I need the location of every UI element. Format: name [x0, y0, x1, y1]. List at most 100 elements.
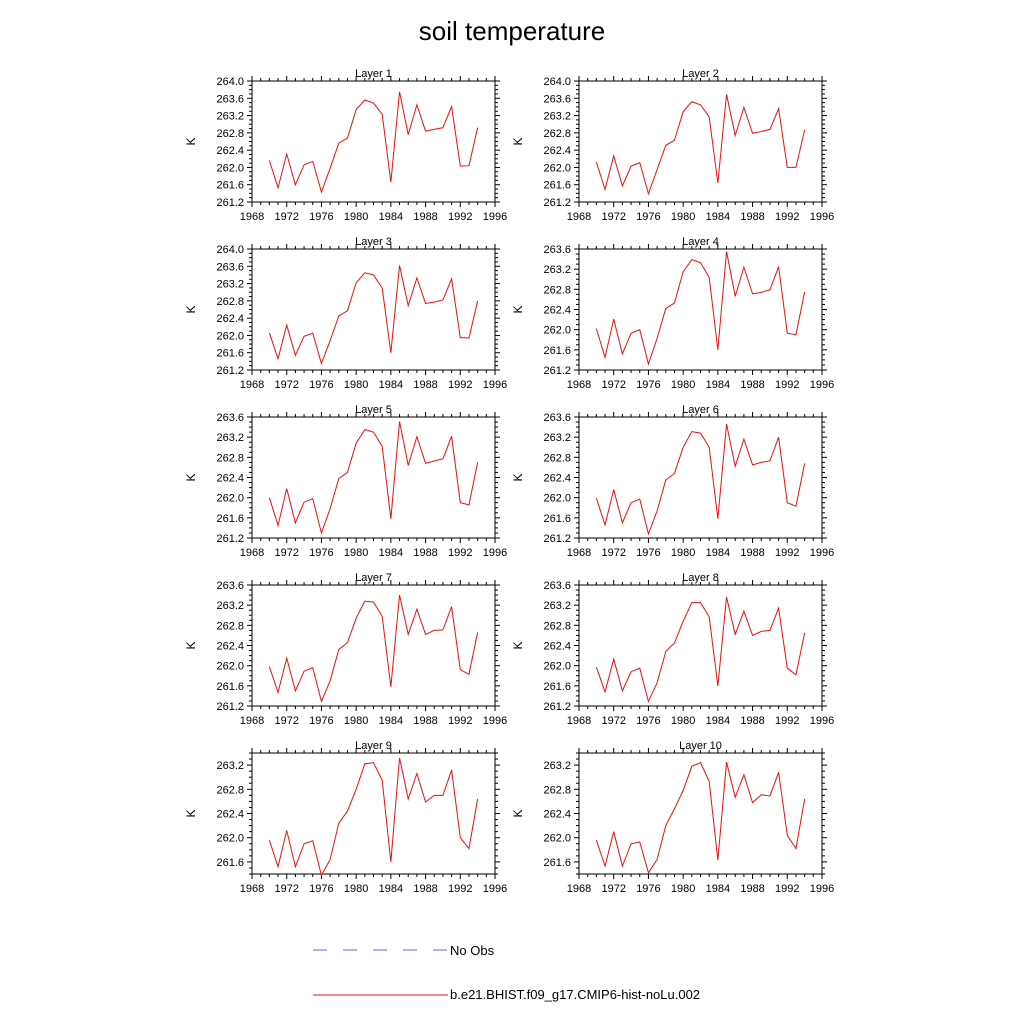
x-tick-label: 1988 [413, 715, 437, 727]
plot-frame [251, 80, 496, 203]
y-tick-label: 261.6 [216, 513, 244, 525]
x-tick-label: 1984 [706, 379, 730, 391]
x-tick-label: 1980 [344, 547, 368, 559]
x-tick-label: 1968 [567, 547, 591, 559]
y-tick-label: 261.6 [543, 681, 571, 693]
y-tick-label: 261.6 [216, 681, 244, 693]
y-tick-label: 263.2 [216, 111, 244, 123]
panel-title: Layer 10 [679, 740, 722, 752]
x-tick-label: 1984 [379, 211, 403, 223]
panel-layer-7: Layer 7 K 1968 1972 1976 1980 1984 1988 1992 1996… [184, 572, 507, 727]
y-tick-label: 262.8 [216, 784, 244, 796]
y-tick-label: 261.6 [543, 857, 571, 869]
y-axis-label: K [184, 641, 198, 649]
y-axis-label: K [511, 641, 525, 649]
x-tick-label: 1980 [344, 379, 368, 391]
panel-title: Layer 4 [682, 236, 719, 248]
plot-frame [578, 80, 823, 203]
series-line [595, 423, 806, 536]
plot-frame [251, 416, 496, 539]
x-tick-label: 1996 [483, 379, 507, 391]
x-tick-label: 1996 [810, 379, 834, 391]
y-tick-label: 262.0 [543, 493, 571, 505]
x-tick-label: 1980 [344, 883, 368, 895]
panel-title: Layer 5 [355, 404, 392, 416]
x-tick-label: 1988 [413, 883, 437, 895]
x-tick-label: 1968 [567, 883, 591, 895]
series-line [595, 761, 806, 874]
y-tick-label: 261.2 [543, 365, 571, 377]
x-tick-label: 1976 [636, 211, 660, 223]
y-axis-label: K [184, 305, 198, 313]
y-axis-label: K [184, 809, 198, 817]
x-tick-label: 1992 [775, 715, 799, 727]
y-tick-label: 262.4 [543, 809, 571, 821]
y-tick-label: 263.6 [543, 412, 571, 424]
y-tick-label: 262.8 [216, 296, 244, 308]
y-tick-label: 263.6 [543, 580, 571, 592]
y-tick-label: 263.6 [216, 412, 244, 424]
x-tick-label: 1992 [448, 715, 472, 727]
y-axis-label: K [511, 305, 525, 313]
y-axis-label: K [184, 137, 198, 145]
y-tick-label: 262.8 [216, 620, 244, 632]
y-tick-label: 263.6 [216, 93, 244, 105]
x-tick-label: 1984 [379, 547, 403, 559]
series-line [595, 596, 806, 703]
y-tick-label: 262.8 [543, 128, 571, 140]
y-tick-label: 262.8 [543, 284, 571, 296]
y-tick-label: 262.4 [543, 641, 571, 653]
x-tick-label: 1996 [483, 715, 507, 727]
y-tick-label: 262.8 [216, 128, 244, 140]
x-tick-label: 1980 [671, 547, 695, 559]
x-tick-label: 1976 [636, 379, 660, 391]
y-axis-label: K [511, 137, 525, 145]
x-tick-label: 1988 [740, 379, 764, 391]
x-tick-label: 1968 [240, 379, 264, 391]
x-tick-label: 1992 [775, 547, 799, 559]
x-tick-label: 1988 [413, 547, 437, 559]
x-tick-label: 1988 [740, 547, 764, 559]
x-tick-label: 1972 [601, 883, 625, 895]
panel-title: Layer 3 [355, 236, 392, 248]
x-tick-label: 1988 [740, 883, 764, 895]
x-tick-label: 1980 [344, 211, 368, 223]
y-tick-label: 263.2 [216, 600, 244, 612]
x-tick-label: 1968 [567, 211, 591, 223]
series-line [268, 757, 479, 877]
x-tick-label: 1976 [309, 211, 333, 223]
series-line [268, 421, 479, 535]
x-tick-label: 1976 [309, 883, 333, 895]
panel-title: Layer 6 [682, 404, 719, 416]
x-tick-label: 1972 [601, 379, 625, 391]
x-tick-label: 1988 [413, 379, 437, 391]
x-tick-label: 1980 [671, 379, 695, 391]
y-tick-label: 264.0 [216, 76, 244, 88]
panel-title: Layer 9 [355, 740, 392, 752]
y-tick-label: 261.2 [216, 533, 244, 545]
series-line [268, 91, 479, 194]
y-tick-label: 262.8 [216, 452, 244, 464]
panel-layer-5: Layer 5 K 1968 1972 1976 1980 1984 1988 1992 1996… [184, 404, 507, 559]
y-axis-label: K [511, 473, 525, 481]
y-tick-label: 262.8 [543, 452, 571, 464]
y-tick-label: 262.0 [216, 833, 244, 845]
y-tick-label: 263.2 [543, 264, 571, 276]
y-tick-label: 262.0 [216, 661, 244, 673]
x-tick-label: 1992 [775, 211, 799, 223]
y-tick-label: 263.6 [543, 93, 571, 105]
y-tick-label: 263.2 [543, 760, 571, 772]
panel-layer-9: Layer 9 K 1968 1972 1976 1980 1984 1988 1992 1996… [184, 740, 507, 895]
y-tick-label: 264.0 [543, 76, 571, 88]
x-tick-label: 1988 [413, 211, 437, 223]
y-tick-label: 262.4 [216, 313, 244, 325]
x-tick-label: 1968 [240, 715, 264, 727]
series-line [268, 265, 479, 366]
y-tick-label: 261.6 [216, 348, 244, 360]
y-tick-label: 262.4 [216, 473, 244, 485]
y-tick-label: 262.0 [543, 325, 571, 337]
y-tick-label: 263.2 [216, 760, 244, 772]
y-tick-label: 262.0 [216, 330, 244, 342]
y-tick-label: 263.2 [216, 279, 244, 291]
